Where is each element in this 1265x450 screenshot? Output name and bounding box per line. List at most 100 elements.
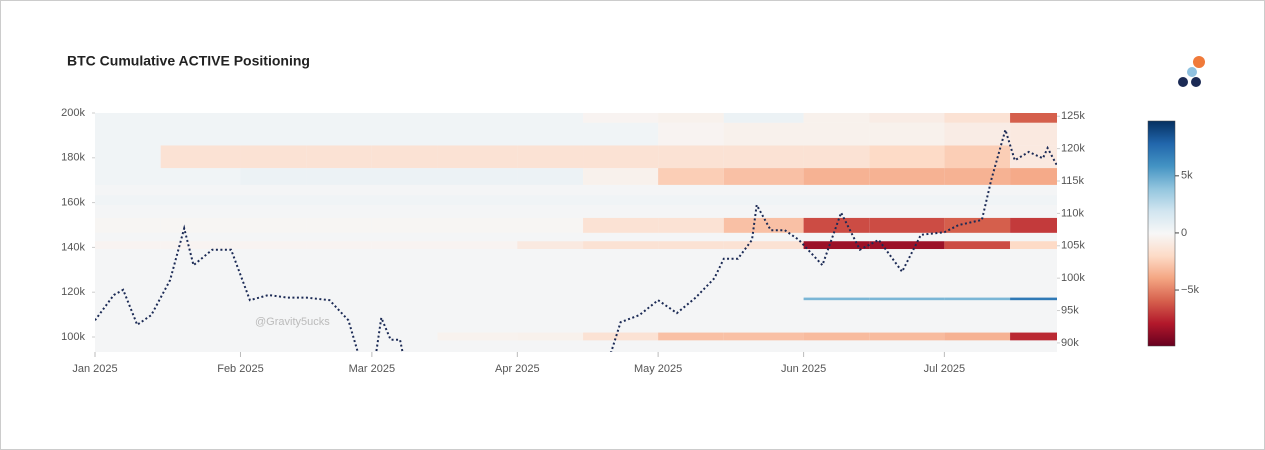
- heatmap-cell: [371, 241, 438, 250]
- y2-tick-label: 95k: [1061, 304, 1079, 316]
- y-tick-label: 140k: [61, 241, 85, 253]
- heatmap-cell: [803, 217, 870, 233]
- heatmap-cell: [95, 195, 161, 205]
- heatmap-cell: [306, 113, 372, 123]
- y-tick-label: 120k: [61, 286, 85, 298]
- colorbar: [1147, 120, 1176, 347]
- heatmap-cell: [944, 145, 1011, 169]
- colorbar-tick-label: 5k: [1181, 170, 1193, 182]
- heatmap-cell: [437, 332, 518, 341]
- logo: [1178, 56, 1205, 87]
- heatmap-cell: [517, 145, 584, 169]
- heatmap-cell: [803, 145, 870, 169]
- heatmap-cell: [437, 113, 518, 123]
- heatmap-cell: [869, 168, 945, 185]
- heatmap-cell: [371, 145, 438, 169]
- heatmap-cell: [437, 195, 518, 205]
- heatmap-cell: [723, 195, 804, 205]
- heatmap-cell: [160, 122, 241, 146]
- heatmap-cell: [723, 145, 804, 169]
- y2-tick-label: 100k: [1061, 272, 1085, 284]
- heatmap-cell: [658, 168, 724, 185]
- colorbar-tick-label: −5k: [1181, 284, 1200, 296]
- heatmap-cell: [240, 122, 307, 146]
- heatmap-cell: [723, 217, 804, 233]
- heatmap-cell: [658, 217, 724, 233]
- chart-title: BTC Cumulative ACTIVE Positioning: [67, 53, 310, 69]
- heatmap-cell: [723, 241, 804, 250]
- heatmap-cell: [583, 113, 659, 123]
- heatmap-cell: [1010, 217, 1057, 233]
- heatmap-cell: [517, 241, 584, 250]
- heatmap-cell: [160, 195, 241, 205]
- heatmap-cell: [658, 145, 724, 169]
- x-tick-label: May 2025: [634, 363, 682, 375]
- heatmap-cell: [944, 122, 1011, 146]
- y2-tick-label: 120k: [1061, 143, 1085, 155]
- heatmap-cell: [583, 145, 659, 169]
- heatmap-cell: [95, 168, 161, 185]
- heatmap-cell: [723, 168, 804, 185]
- heatmap-cell: [240, 241, 307, 250]
- heatmap-cell: [658, 122, 724, 146]
- heatmap-cell: [437, 122, 518, 146]
- heatmap-cell: [371, 113, 438, 123]
- heatmap-cell: [869, 297, 945, 301]
- heatmap-cell: [803, 113, 870, 123]
- heatmap-cell: [306, 168, 372, 185]
- heatmap-cell: [869, 217, 945, 233]
- heatmap-cell: [517, 332, 584, 341]
- heatmap-cell: [869, 122, 945, 146]
- y-tick-label: 100k: [61, 331, 85, 343]
- x-tick-label: Feb 2025: [217, 363, 263, 375]
- heatmap: [95, 113, 1057, 352]
- y2-tick-label: 115k: [1061, 175, 1085, 187]
- colorbar-tick-label: 0: [1181, 227, 1187, 239]
- heatmap-cell: [371, 122, 438, 146]
- heatmap-cell: [869, 332, 945, 341]
- heatmap-cell: [240, 145, 307, 169]
- y-tick-label: 180k: [61, 152, 85, 164]
- heatmap-cell: [803, 297, 870, 301]
- heatmap-cell: [95, 113, 161, 123]
- heatmap-cell: [160, 241, 241, 250]
- heatmap-cell: [583, 195, 659, 205]
- line-layer: [95, 126, 1057, 352]
- heatmap-cell: [1010, 297, 1057, 301]
- heatmap-cell: [803, 122, 870, 146]
- heatmap-cell: [306, 241, 372, 250]
- heatmap-cell: [944, 195, 1011, 205]
- heatmap-cell: [306, 217, 372, 233]
- heatmap-cell: [240, 217, 307, 233]
- heatmap-cell: [1010, 241, 1057, 250]
- heatmap-cell: [1010, 168, 1057, 185]
- heatmap-cell: [517, 217, 584, 233]
- heatmap-cell: [437, 145, 518, 169]
- heatmap-cell: [371, 168, 438, 185]
- heatmap-cell: [306, 195, 372, 205]
- heatmap-cell: [371, 195, 438, 205]
- x-tick-label: Jan 2025: [72, 363, 117, 375]
- heatmap-cell: [723, 332, 804, 341]
- heatmap-cell: [95, 241, 161, 250]
- heatmap-cell: [583, 332, 659, 341]
- heatmap-cell: [869, 195, 945, 205]
- heatmap-cell: [371, 217, 438, 233]
- heatmap-cell: [95, 217, 161, 233]
- heatmap-cell: [583, 241, 659, 250]
- heatmap-cell: [160, 145, 241, 169]
- heatmap-cell: [1010, 195, 1057, 205]
- x-tick-label: Mar 2025: [349, 363, 395, 375]
- heatmap-cell: [583, 122, 659, 146]
- heatmap-cell: [944, 168, 1011, 185]
- heatmap-cell: [723, 122, 804, 146]
- heatmap-cell: [869, 241, 945, 250]
- heatmap-cell: [944, 217, 1011, 233]
- heatmap-cell: [944, 241, 1011, 250]
- x-tick-label: Jun 2025: [781, 363, 826, 375]
- axes: 100k 120k 140k 160k 180k 200k 90k 95k 100k 105k 11…: [61, 107, 1085, 375]
- heatmap-cell: [437, 217, 518, 233]
- heatmap-cell: [517, 195, 584, 205]
- heatmap-cell: [944, 297, 1011, 301]
